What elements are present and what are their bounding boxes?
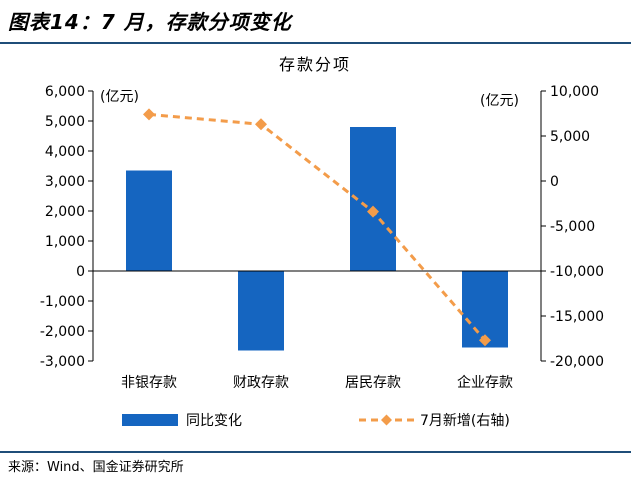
left-tick-label: 4,000 bbox=[45, 144, 85, 160]
category-label: 居民存款 bbox=[345, 375, 401, 391]
left-tick-label: -2,000 bbox=[40, 324, 85, 340]
chart-title: 存款分项 bbox=[279, 55, 351, 74]
deposit-chart: 存款分项 (亿元) (亿元) 6,000 5,000 4,000 3,000 2,000… bbox=[40, 55, 604, 429]
right-unit-label: (亿元) bbox=[480, 93, 519, 109]
legend-line-label: 7月新增(右轴) bbox=[420, 413, 510, 429]
right-tick-label: 5,000 bbox=[550, 129, 590, 145]
legend-line-marker bbox=[381, 414, 392, 426]
left-tick-label: 6,000 bbox=[45, 84, 85, 100]
right-tick-label: 0 bbox=[550, 174, 559, 190]
line-marker-1 bbox=[143, 108, 155, 121]
category-label: 财政存款 bbox=[233, 375, 289, 391]
category-label: 非银存款 bbox=[121, 375, 177, 391]
legend: 同比变化 7月新增(右轴) bbox=[122, 413, 510, 429]
right-axis: 10,000 5,000 0 -5,000 -10,000 -15,000 -20,000 bbox=[540, 84, 604, 370]
line-marker-4 bbox=[479, 334, 491, 347]
bar-1 bbox=[126, 170, 172, 271]
left-axis: 6,000 5,000 4,000 3,000 2,000 1,000 0 -1,000 -2,… bbox=[40, 84, 94, 370]
left-tick-label: 3,000 bbox=[45, 174, 85, 190]
right-tick-label: -20,000 bbox=[550, 354, 604, 370]
bar-series bbox=[126, 127, 508, 351]
line-path bbox=[148, 112, 487, 342]
right-tick-label: -5,000 bbox=[550, 219, 595, 235]
legend-bar-swatch bbox=[122, 414, 178, 426]
bar-2 bbox=[238, 271, 284, 351]
left-tick-label: 1,000 bbox=[45, 234, 85, 250]
right-tick-label: 10,000 bbox=[550, 84, 599, 100]
title-divider bbox=[0, 42, 631, 44]
category-labels: 非银存款 财政存款 居民存款 企业存款 bbox=[121, 374, 513, 391]
line-series bbox=[143, 108, 491, 347]
figure-title: 图表14：7 月，存款分项变化 bbox=[8, 10, 292, 34]
left-tick-label: 2,000 bbox=[45, 204, 85, 220]
legend-bar-label: 同比变化 bbox=[186, 413, 242, 429]
line-marker-2 bbox=[255, 118, 267, 131]
source-note: 来源：Wind、国金证券研究所 bbox=[8, 460, 184, 475]
left-tick-label: -3,000 bbox=[40, 354, 85, 370]
right-tick-label: -10,000 bbox=[550, 264, 604, 280]
left-tick-label: 5,000 bbox=[45, 114, 85, 130]
source-divider bbox=[0, 451, 631, 453]
left-tick-label: 0 bbox=[76, 264, 85, 280]
category-label: 企业存款 bbox=[457, 374, 513, 391]
right-tick-label: -15,000 bbox=[550, 309, 604, 325]
left-unit-label: (亿元) bbox=[100, 89, 139, 105]
line-marker-3 bbox=[367, 205, 379, 218]
left-tick-label: -1,000 bbox=[40, 294, 85, 310]
